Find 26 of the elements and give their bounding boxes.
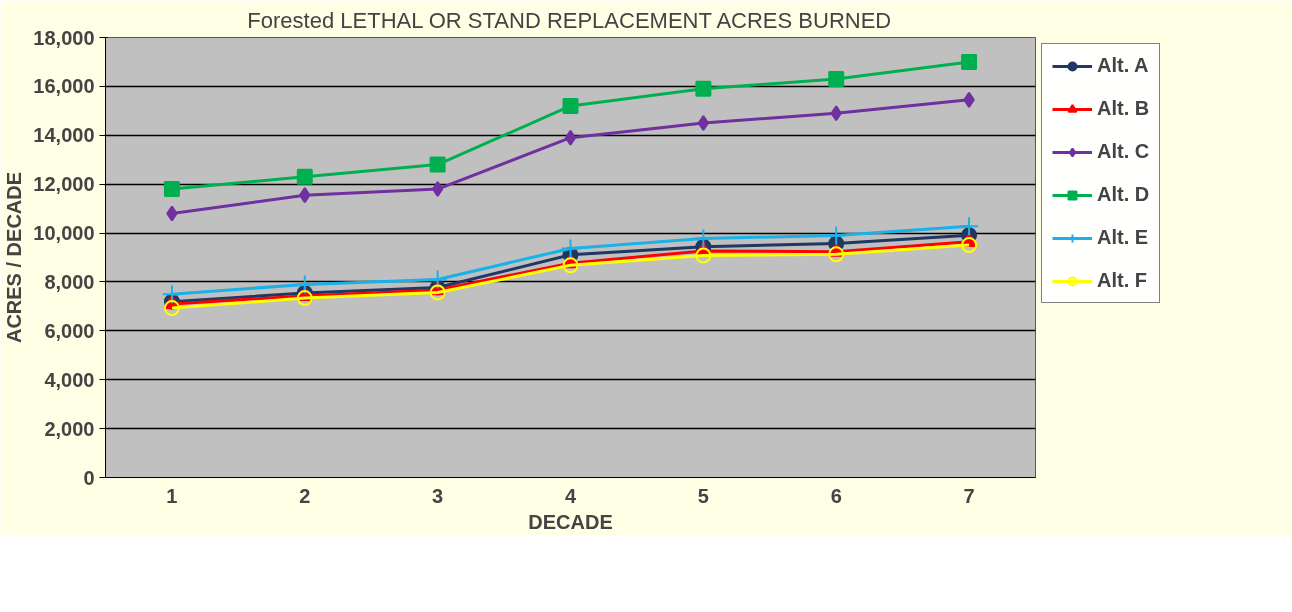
x-tick-label: 3	[432, 484, 444, 507]
y-tick-label: 14,000	[33, 124, 95, 147]
x-tick-label: 2	[299, 484, 311, 507]
legend-label: Alt. C	[1097, 140, 1150, 163]
chart-title: Forested LETHAL OR STAND REPLACEMENT ACRES BURNED	[247, 7, 892, 33]
legend-label: Alt. E	[1097, 226, 1149, 249]
y-tick-label: 12,000	[33, 173, 95, 196]
x-tick-label: 4	[564, 484, 577, 507]
x-tick-label: 1	[166, 484, 178, 507]
x-tick-label: 5	[697, 484, 709, 507]
y-tick-label: 10,000	[33, 222, 95, 245]
y-tick-label: 8,000	[44, 270, 95, 293]
y-tick-label: 2,000	[44, 417, 95, 440]
y-tick-label: 18,000	[33, 26, 95, 49]
legend-label: Alt. A	[1097, 54, 1149, 77]
legend-label: Alt. D	[1097, 183, 1150, 206]
y-tick-label: 0	[83, 466, 95, 489]
y-axis-title: ACRES / DECADE	[3, 171, 26, 344]
legend-label: Alt. F	[1097, 269, 1147, 292]
x-tick-label: 7	[963, 484, 975, 507]
y-tick-label: 6,000	[44, 319, 95, 342]
x-axis-title: DECADE	[528, 510, 613, 533]
y-tick-label: 4,000	[44, 368, 95, 391]
legend-label: Alt. B	[1097, 97, 1150, 120]
y-tick-label: 16,000	[33, 75, 95, 98]
x-tick-label: 6	[830, 484, 842, 507]
